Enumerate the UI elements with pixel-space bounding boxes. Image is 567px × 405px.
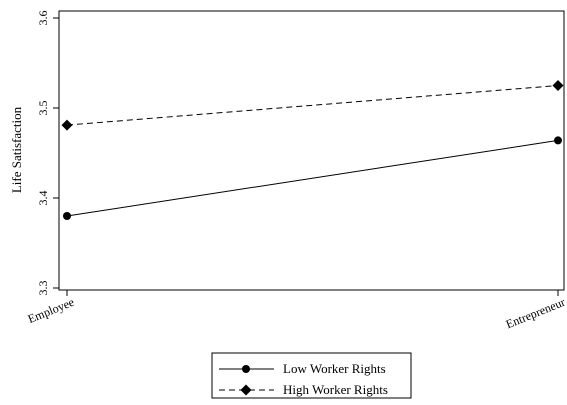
x-tick-label: Employee: [26, 295, 76, 326]
legend-entries: Low Worker Rights High Worker Rights: [219, 361, 388, 397]
legend: Low Worker Rights High Worker Rights: [211, 352, 412, 399]
series-layer: [61, 80, 564, 220]
y-tick-label: 3.4: [36, 191, 50, 206]
x-tick-label: Entrepreneur: [504, 295, 567, 331]
y-tick-label: 3.3: [36, 281, 50, 296]
series-high-worker-rights: [61, 80, 564, 131]
y-axis: 3.3 3.4 3.5 3.6: [36, 11, 59, 296]
legend-marker: [242, 365, 250, 373]
legend-marker: [240, 384, 252, 396]
series-line-low-worker-rights: [66, 139, 559, 217]
y-tick-label: 3.5: [36, 101, 50, 116]
series-line-high-worker-rights: [66, 85, 559, 126]
data-point-high-worker-rights: [552, 80, 564, 91]
data-point-low-worker-rights: [554, 136, 562, 145]
series-low-worker-rights: [63, 136, 562, 220]
legend-label: Low Worker Rights: [283, 361, 386, 376]
x-axis: Employee Entrepreneur: [26, 290, 567, 331]
data-point-high-worker-rights: [61, 119, 73, 131]
legend-entry-low-worker-rights: Low Worker Rights: [219, 361, 386, 376]
plot-frame: [58, 10, 565, 291]
y-tick-label: 3.6: [36, 11, 50, 26]
legend-label: High Worker Rights: [283, 382, 388, 397]
data-point-low-worker-rights: [63, 212, 71, 220]
y-axis-title: Life Satisfaction: [9, 106, 24, 193]
legend-entry-high-worker-rights: High Worker Rights: [219, 382, 388, 397]
